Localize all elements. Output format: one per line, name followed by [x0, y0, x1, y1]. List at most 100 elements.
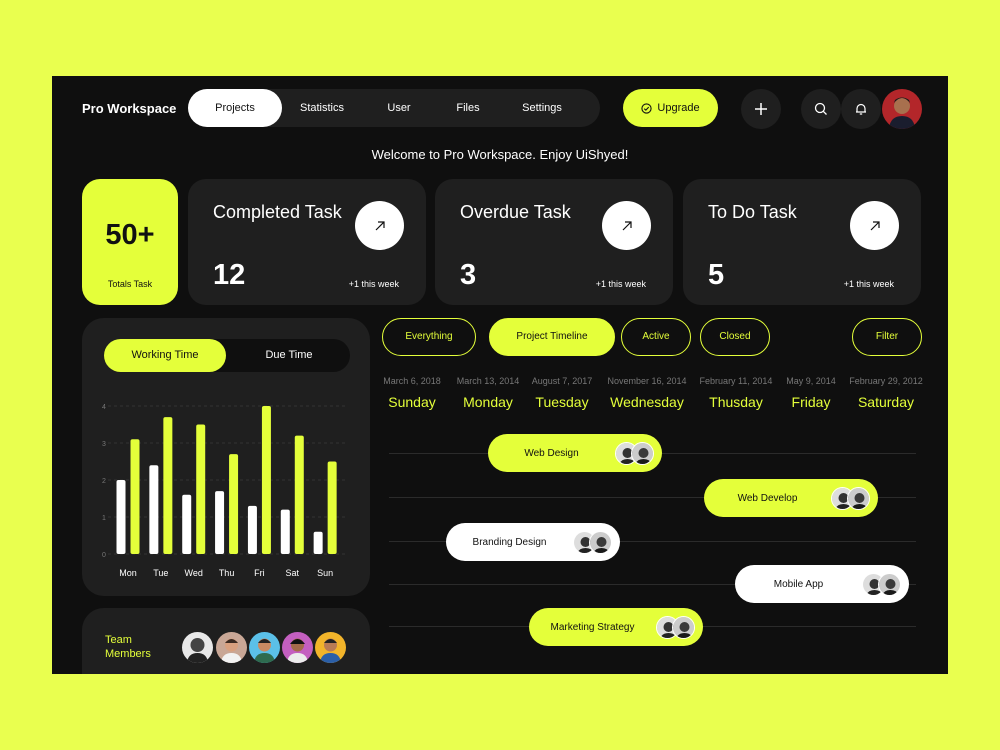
day-name: Tuesday	[535, 394, 589, 410]
chart-bar[interactable]	[313, 531, 323, 554]
y-tick-label: 4	[102, 404, 106, 411]
day-name: Friday	[791, 394, 831, 410]
nav-user[interactable]: User	[387, 102, 411, 114]
chart-bar[interactable]	[130, 439, 140, 554]
filter-closed[interactable]: Closed	[700, 318, 770, 356]
chart-bar[interactable]	[149, 465, 159, 554]
task-web-design[interactable]: Web Design	[488, 434, 662, 472]
nav-settings[interactable]: Settings	[522, 102, 562, 114]
filter-everything[interactable]: Everything	[382, 318, 476, 356]
working-time-chart-card: Working Time Due Time 0 1 2 3 4 Mon Tue Wed Thu F…	[82, 318, 370, 596]
task-label: Web Design	[524, 447, 579, 459]
chart-bar[interactable]	[196, 424, 206, 555]
notifications-button[interactable]	[841, 89, 881, 129]
team-avatar[interactable]	[182, 632, 213, 663]
day-column[interactable]: November 16, 2014 Wednesday	[602, 376, 692, 410]
x-tick-label: Thu	[219, 568, 235, 578]
day-column[interactable]: May 9, 2014 Friday	[779, 376, 843, 410]
chart-bar[interactable]	[182, 494, 192, 554]
day-date: August 7, 2017	[531, 376, 593, 386]
chart-bar[interactable]	[229, 454, 239, 554]
working-time-tab[interactable]: Working Time	[104, 339, 226, 372]
open-todo-button[interactable]	[850, 201, 899, 250]
search-icon	[814, 102, 827, 115]
day-date: May 9, 2014	[786, 376, 836, 386]
person-icon	[632, 442, 653, 464]
day-column[interactable]: March 13, 2014 Monday	[451, 376, 525, 410]
task-marketing-strategy[interactable]: Marketing Strategy	[529, 608, 703, 646]
filter-project-timeline[interactable]: Project Timeline	[489, 318, 615, 356]
chart-bar[interactable]	[280, 509, 290, 554]
day-column[interactable]: February 11, 2014 Thusday	[697, 376, 775, 410]
chart-bar[interactable]	[215, 491, 225, 554]
chart-toggle: Working Time Due Time	[104, 339, 350, 372]
day-column[interactable]: March 6, 2018 Sunday	[377, 376, 447, 410]
x-tick-label: Mon	[119, 568, 137, 578]
overdue-task-card[interactable]: Overdue Task 3 +1 this week	[435, 179, 673, 305]
person-icon	[590, 531, 611, 553]
team-avatar[interactable]	[216, 632, 247, 663]
chart-bar[interactable]	[116, 480, 126, 554]
chart-bar[interactable]	[294, 435, 304, 554]
main-nav: Projects Statistics User Files Settings	[188, 89, 600, 127]
due-time-tab[interactable]: Due Time	[265, 349, 313, 361]
member-photo-icon	[249, 632, 280, 663]
chart-bar[interactable]	[247, 505, 257, 554]
chart-bar[interactable]	[327, 461, 337, 555]
x-tick-label: Wed	[185, 568, 203, 578]
day-name: Wednesday	[610, 394, 684, 410]
stat-week: +1 this week	[595, 279, 646, 289]
task-label: Web Develop	[737, 492, 798, 504]
stat-title: Completed Task	[213, 202, 342, 222]
search-button[interactable]	[801, 89, 841, 129]
person-icon	[673, 616, 694, 638]
add-button[interactable]	[741, 89, 781, 129]
stat-value: 12	[213, 259, 246, 291]
task-branding-design[interactable]: Branding Design	[446, 523, 620, 561]
member-photo-icon	[282, 632, 313, 663]
nav-projects[interactable]: Projects	[188, 89, 282, 127]
todo-task-card[interactable]: To Do Task 5 +1 this week	[683, 179, 921, 305]
member-photo-icon	[182, 632, 213, 663]
filter-active[interactable]: Active	[621, 318, 691, 356]
open-completed-button[interactable]	[355, 201, 404, 250]
assignee-avatar	[847, 486, 870, 510]
team-avatar[interactable]	[282, 632, 313, 663]
nav-statistics[interactable]: Statistics	[299, 102, 344, 114]
timeline-gridline	[389, 584, 916, 585]
app-window: Pro Workspace Projects Statistics User F…	[52, 76, 948, 674]
assignee-avatar	[589, 530, 612, 554]
day-column[interactable]: August 7, 2017 Tuesday	[527, 376, 597, 410]
upgrade-button[interactable]: Upgrade	[623, 89, 718, 127]
task-web-develop[interactable]: Web Develop	[704, 479, 878, 517]
team-avatar[interactable]	[249, 632, 280, 663]
x-tick-label: Sat	[286, 568, 300, 578]
open-overdue-button[interactable]	[602, 201, 651, 250]
filter-button[interactable]: Filter	[852, 318, 922, 356]
completed-task-card[interactable]: Completed Task 12 +1 this week	[188, 179, 426, 305]
person-icon	[848, 487, 869, 509]
chart-bar[interactable]	[261, 406, 271, 554]
member-photo-icon	[315, 632, 346, 663]
day-column[interactable]: February 29, 2012 Saturday	[848, 376, 924, 410]
arrow-up-right-icon	[622, 220, 632, 230]
team-avatar[interactable]	[315, 632, 346, 663]
task-label: Marketing Strategy	[550, 621, 635, 633]
member-photo-icon	[216, 632, 247, 663]
x-tick-label: Tue	[153, 568, 168, 578]
task-assignees	[573, 530, 612, 554]
stat-title: Overdue Task	[460, 202, 571, 222]
day-date: February 11, 2014	[699, 376, 773, 386]
user-avatar[interactable]	[882, 89, 922, 129]
stat-week: +1 this week	[348, 279, 399, 289]
stat-value: 3	[460, 259, 477, 291]
assignee-avatar	[672, 615, 695, 639]
brand-title: Pro Workspace	[82, 101, 177, 116]
task-mobile-app[interactable]: Mobile App	[735, 565, 909, 603]
bell-icon	[856, 103, 866, 115]
person-icon	[879, 573, 900, 595]
stat-week: +1 this week	[843, 279, 894, 289]
chart-bar[interactable]	[163, 417, 173, 554]
task-assignees	[656, 615, 695, 639]
nav-files[interactable]: Files	[456, 102, 480, 114]
